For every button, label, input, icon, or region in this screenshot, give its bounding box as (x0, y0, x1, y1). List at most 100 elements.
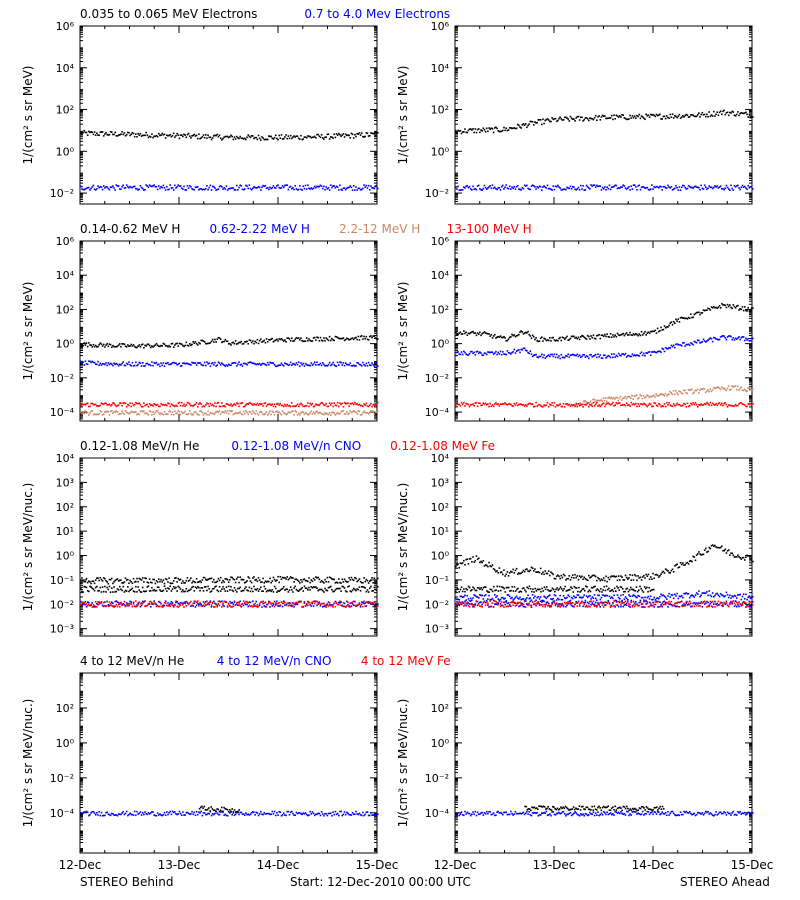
data-point (276, 410, 278, 412)
data-point (560, 405, 563, 408)
data-point (250, 135, 253, 137)
data-point (599, 119, 602, 121)
data-point (562, 356, 565, 359)
data-point (183, 606, 185, 608)
data-point (328, 586, 331, 588)
data-point (370, 410, 372, 412)
data-point (257, 404, 260, 407)
data-point (574, 405, 576, 408)
data-point (491, 351, 494, 354)
data-point (308, 405, 310, 408)
data-point (254, 602, 256, 605)
data-point (243, 341, 246, 343)
data-point (485, 332, 488, 335)
data-point (520, 189, 522, 191)
data-point (539, 404, 542, 407)
data-point (647, 188, 650, 191)
data-point (269, 135, 271, 138)
data-point (687, 116, 690, 118)
data-point (482, 402, 485, 404)
data-point (633, 403, 636, 406)
data-point (718, 338, 721, 341)
data-point (599, 399, 601, 402)
data-point (654, 402, 657, 405)
data-point (276, 365, 278, 368)
data-point (352, 587, 355, 590)
data-point (317, 364, 319, 366)
data-point (153, 403, 155, 405)
data-point (245, 586, 247, 588)
data-point (354, 410, 356, 413)
data-point (511, 127, 513, 130)
data-point (194, 606, 197, 608)
data-point (543, 337, 545, 340)
data-point (313, 361, 316, 364)
data-point (565, 116, 567, 119)
data-point (105, 605, 107, 607)
data-point (594, 353, 597, 356)
data-point (325, 402, 327, 405)
data-point (194, 586, 197, 588)
data-point (647, 351, 650, 353)
data-point (607, 335, 610, 338)
data-point (636, 405, 638, 408)
data-point (350, 186, 353, 189)
data-point (328, 335, 331, 338)
data-point (339, 602, 341, 604)
series-title-label: 0.62-2.22 MeV H (210, 222, 310, 236)
data-point (362, 601, 364, 604)
data-point (349, 410, 352, 412)
data-series (80, 585, 379, 593)
data-point (108, 133, 111, 136)
data-point (149, 364, 152, 367)
data-point (281, 605, 284, 608)
data-point (718, 186, 721, 188)
data-point (261, 341, 263, 343)
data-point (672, 389, 675, 392)
data-point (254, 605, 256, 607)
data-point (89, 412, 91, 414)
data-point (673, 393, 676, 396)
data-point (487, 351, 489, 353)
data-point (374, 185, 377, 187)
data-point (613, 335, 615, 338)
data-point (154, 403, 157, 406)
data-point (307, 135, 309, 137)
data-point (455, 186, 457, 189)
data-point (457, 129, 459, 132)
data-point (282, 602, 285, 605)
data-point (368, 134, 371, 137)
data-point (153, 413, 155, 416)
data-point (106, 410, 108, 412)
data-point (327, 413, 330, 416)
data-point (745, 309, 747, 312)
data-point (340, 188, 342, 191)
data-point (555, 339, 558, 342)
data-point (639, 403, 642, 405)
data-point (649, 354, 652, 357)
data-point (113, 187, 115, 189)
data-point (118, 134, 121, 136)
data-point (338, 587, 340, 590)
data-point (309, 412, 311, 414)
data-point (82, 579, 84, 582)
data-point (315, 576, 317, 578)
data-point (726, 387, 729, 390)
data-point (303, 405, 306, 408)
data-point (115, 590, 118, 593)
data-point (253, 585, 255, 588)
data-point (528, 333, 530, 336)
data-point (477, 184, 480, 187)
data-point (745, 187, 747, 189)
data-point (740, 386, 743, 388)
data-point (185, 362, 188, 365)
data-point (329, 585, 332, 588)
data-point (605, 403, 607, 406)
data-point (229, 410, 231, 412)
data-point (122, 343, 125, 345)
data-point (211, 412, 214, 415)
data-point (367, 135, 370, 137)
data-point (245, 184, 247, 187)
data-point (102, 185, 105, 187)
data-point (327, 133, 330, 135)
